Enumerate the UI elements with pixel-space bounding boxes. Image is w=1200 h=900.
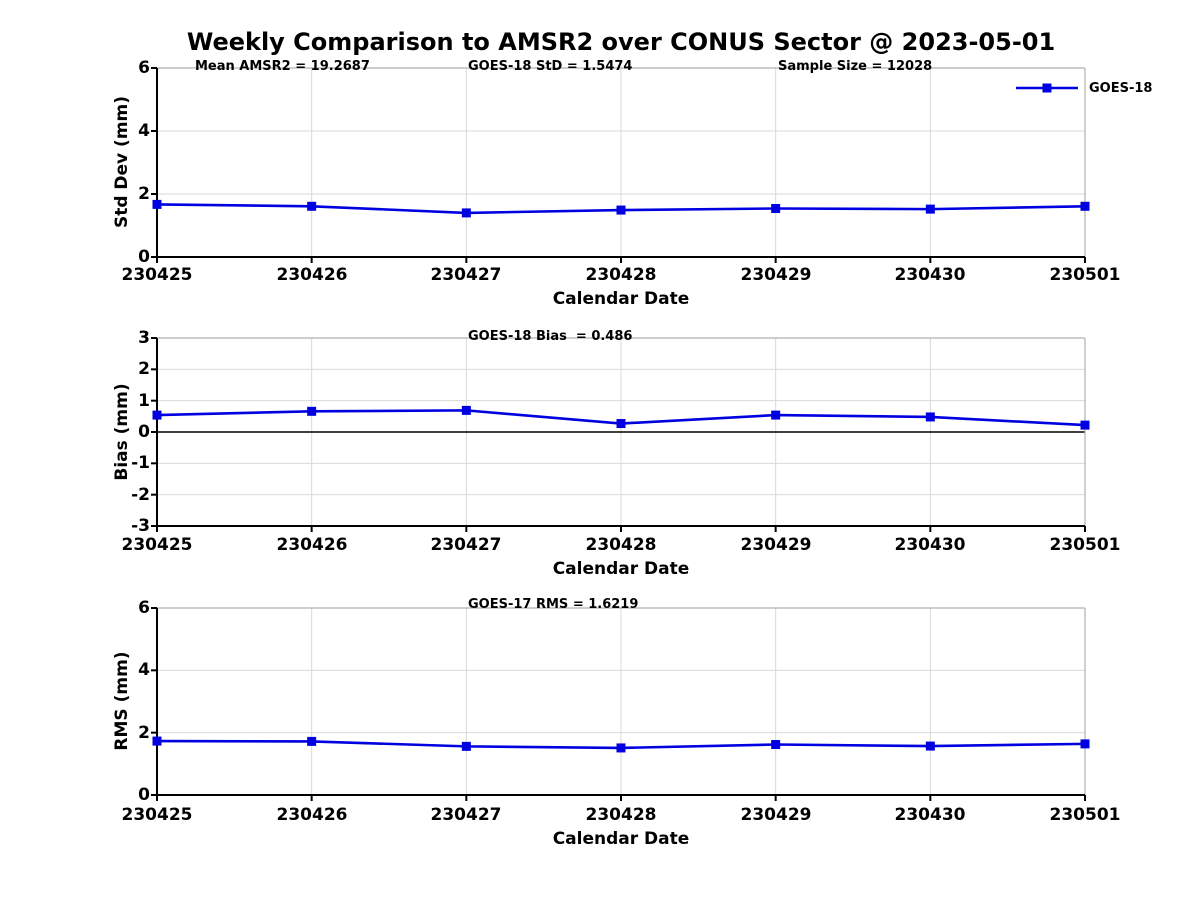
legend: GOES-18 [1014, 79, 1152, 97]
stddev-plot-area [151, 67, 1090, 263]
x-tick-label: 230425 [121, 535, 193, 555]
x-tick-label: 230428 [585, 535, 657, 555]
bias-x-axis-label: Calendar Date [552, 559, 690, 579]
y-tick-label: 6 [138, 58, 150, 78]
figure-title: Weekly Comparison to AMSR2 over CONUS Se… [186, 28, 1056, 56]
x-tick-label: 230501 [1049, 805, 1121, 825]
goes17-rms-annotation: GOES-17 RMS = 1.6219 [468, 597, 639, 612]
y-tick-label: 4 [138, 660, 150, 680]
y-tick-label: 4 [138, 121, 150, 141]
x-tick-label: 230429 [740, 535, 812, 555]
bias-y-axis-label: Bias (mm) [112, 383, 132, 481]
x-tick-label: 230427 [430, 805, 502, 825]
y-tick-label: 2 [138, 184, 150, 204]
legend-line-marker-icon [1016, 83, 1078, 93]
x-tick-label: 230426 [276, 535, 348, 555]
y-tick-label: 2 [138, 359, 150, 379]
y-tick-label: 3 [138, 328, 150, 348]
x-tick-label: 230426 [276, 265, 348, 285]
rms-plot-area [151, 607, 1090, 801]
x-tick-label: 230430 [894, 265, 966, 285]
y-tick-label: 0 [138, 247, 150, 267]
y-tick-label: -3 [131, 516, 150, 536]
rms-x-axis-label: Calendar Date [552, 829, 690, 849]
y-tick-label: 0 [138, 422, 150, 442]
y-tick-label: 0 [138, 785, 150, 805]
bias-plot-area [151, 337, 1090, 532]
y-tick-label: 1 [138, 391, 150, 411]
x-tick-label: 230429 [740, 265, 812, 285]
x-tick-label: 230429 [740, 805, 812, 825]
x-tick-label: 230425 [121, 265, 193, 285]
x-tick-label: 230427 [430, 535, 502, 555]
x-tick-label: 230501 [1049, 265, 1121, 285]
x-tick-label: 230428 [585, 805, 657, 825]
stddev-x-axis-label: Calendar Date [552, 289, 690, 309]
y-tick-label: -2 [131, 485, 150, 505]
x-tick-label: 230428 [585, 265, 657, 285]
y-tick-label: 2 [138, 723, 150, 743]
sample-size-annotation: Sample Size = 12028 [778, 59, 933, 74]
goes18-bias-annotation: GOES-18 Bias = 0.486 [468, 329, 633, 344]
x-tick-label: 230427 [430, 265, 502, 285]
goes18-std-annotation: GOES-18 StD = 1.5474 [468, 59, 633, 74]
mean-amsr2-annotation: Mean AMSR2 = 19.2687 [195, 59, 370, 74]
x-tick-label: 230501 [1049, 535, 1121, 555]
x-tick-label: 230430 [894, 535, 966, 555]
x-tick-label: 230425 [121, 805, 193, 825]
x-tick-label: 230426 [276, 805, 348, 825]
y-tick-label: -1 [131, 453, 150, 473]
rms-y-axis-label: RMS (mm) [112, 651, 132, 751]
stddev-y-axis-label: Std Dev (mm) [112, 95, 132, 229]
y-tick-label: 6 [138, 598, 150, 618]
legend-label: GOES-18 [1089, 80, 1153, 96]
x-tick-label: 230430 [894, 805, 966, 825]
